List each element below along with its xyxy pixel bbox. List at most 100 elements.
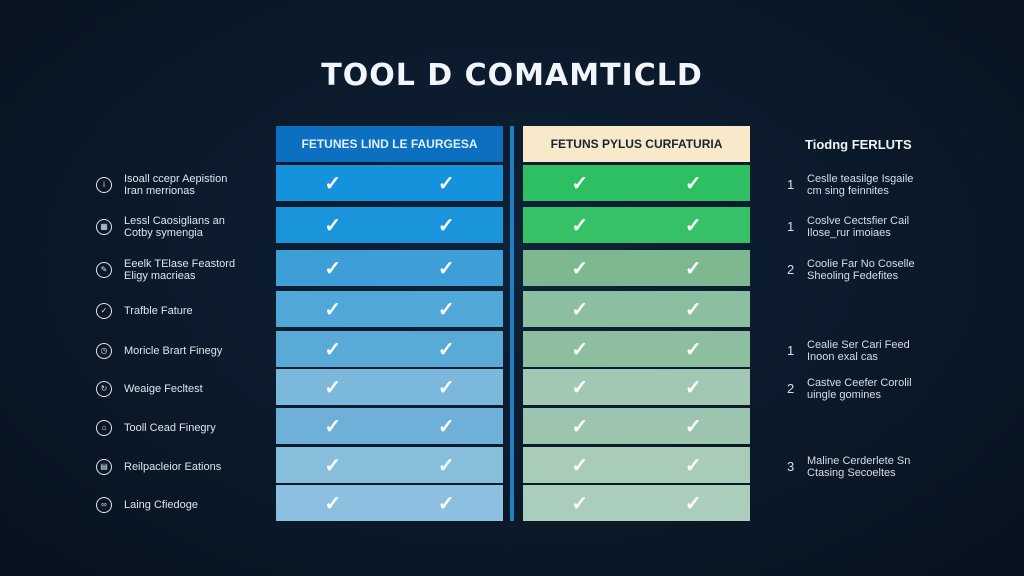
calendar-icon: ▦ xyxy=(96,219,112,235)
table-row: ✓ ✓ xyxy=(276,369,503,405)
link-icon: ∞ xyxy=(96,497,112,513)
note-item: 1 Coslve Cectsfier Cail Ilose_rur imoiaes xyxy=(787,209,957,245)
check-icon: ✓ xyxy=(437,214,455,237)
table-row: ✓ ✓ xyxy=(523,250,750,286)
clock-icon: ◷ xyxy=(96,343,112,359)
grid-icon: ▤ xyxy=(96,459,112,475)
feature-line1: Lessl Caosiglians an xyxy=(124,215,225,227)
check-icon: ✓ xyxy=(571,338,589,361)
note-item: 1 Ceslle teasilge Isgaile cm sing feinnite… xyxy=(787,167,957,203)
left-table-header: FETUNES LIND LE FAURGESA xyxy=(276,126,503,162)
table-row: ✓ ✓ xyxy=(523,408,750,444)
lock-icon: ⌂ xyxy=(96,420,112,436)
check-icon: ✓ xyxy=(684,338,702,361)
note-number: 2 xyxy=(787,381,795,396)
feature-label: ∞ Laing Cfiedoge xyxy=(96,487,271,523)
note-number: 1 xyxy=(787,219,795,234)
check-circle-icon: ✓ xyxy=(96,303,112,319)
note-line2: Inoon exal cas xyxy=(807,351,878,363)
feature-line2: Cotby symengia xyxy=(124,227,203,239)
check-icon: ✓ xyxy=(324,454,342,477)
note-item: 1 Cealie Ser Cari Feed Inoon exal cas xyxy=(787,333,957,369)
check-icon: ✓ xyxy=(571,298,589,321)
feature-label: ▤ Reilpacleior Eations xyxy=(96,449,271,485)
check-icon: ✓ xyxy=(324,214,342,237)
table-row: ✓ ✓ xyxy=(276,291,503,327)
check-icon: ✓ xyxy=(437,172,455,195)
info-icon: i xyxy=(96,177,112,193)
feature-line1: Moricle Brart Finegy xyxy=(124,345,223,357)
check-icon: ✓ xyxy=(684,415,702,438)
feature-label: ↻ Weaige Fecltest xyxy=(96,371,271,407)
note-line1: Ceslle teasilge Isgaile xyxy=(807,173,914,185)
feature-line1: Tooll Cead Finegry xyxy=(124,422,216,434)
feature-label: i Isoall ccepr Aepistion Iran merrionas xyxy=(96,167,271,203)
right-comparison-table: FETUNS PYLUS CURFATURIA ✓ ✓ ✓ ✓ ✓ ✓ ✓ ✓ ✓ ✓ ✓ ✓ ✓ ✓ ✓ ✓… xyxy=(523,126,750,521)
check-icon: ✓ xyxy=(324,172,342,195)
check-icon: ✓ xyxy=(437,454,455,477)
note-item: 2 Castve Ceefer Corolil uingle gomines xyxy=(787,371,957,407)
check-icon: ✓ xyxy=(684,172,702,195)
check-icon: ✓ xyxy=(324,492,342,515)
note-line2: uingle gomines xyxy=(807,389,881,401)
feature-label: ✎ Eeelk TElase Feastord Eligy macrieas xyxy=(96,252,271,288)
note-line2: Sheoling Fedefites xyxy=(807,270,899,282)
note-line1: Coolie Far No Coselle xyxy=(807,258,915,270)
feature-label: ✓ Trafble Fature xyxy=(96,293,271,329)
check-icon: ✓ xyxy=(684,492,702,515)
note-number: 1 xyxy=(787,177,795,192)
note-line1: Cealie Ser Cari Feed xyxy=(807,339,910,351)
check-icon: ✓ xyxy=(571,172,589,195)
feature-line1: Reilpacleior Eations xyxy=(124,461,222,473)
feature-line1: Eeelk TElase Feastord xyxy=(124,258,236,270)
check-icon: ✓ xyxy=(571,376,589,399)
feature-label: ⌂ Tooll Cead Finegry xyxy=(96,410,271,446)
table-row: ✓ ✓ xyxy=(276,408,503,444)
check-icon: ✓ xyxy=(324,415,342,438)
feature-line1: Laing Cfiedoge xyxy=(124,499,199,511)
check-icon: ✓ xyxy=(324,338,342,361)
check-icon: ✓ xyxy=(437,298,455,321)
table-row: ✓ ✓ xyxy=(276,250,503,286)
right-table-header: FETUNS PYLUS CURFATURIA xyxy=(523,126,750,162)
note-line2: Ctasing Secoeltes xyxy=(807,467,896,479)
table-row: ✓ ✓ xyxy=(523,165,750,201)
check-icon: ✓ xyxy=(571,415,589,438)
table-row: ✓ ✓ xyxy=(523,369,750,405)
check-icon: ✓ xyxy=(437,492,455,515)
check-icon: ✓ xyxy=(437,257,455,280)
note-line2: cm sing feinnites xyxy=(807,185,889,197)
check-icon: ✓ xyxy=(684,454,702,477)
check-icon: ✓ xyxy=(684,376,702,399)
check-icon: ✓ xyxy=(571,257,589,280)
note-line1: Maline Cerderlete Sn xyxy=(807,455,911,467)
table-row: ✓ ✓ xyxy=(276,331,503,367)
note-item: 3 Maline Cerderlete Sn Ctasing Secoeltes xyxy=(787,449,957,485)
note-line1: Castve Ceefer Corolil xyxy=(807,377,912,389)
check-icon: ✓ xyxy=(437,376,455,399)
feature-line2: Eligy macrieas xyxy=(124,270,196,282)
table-row: ✓ ✓ xyxy=(523,207,750,243)
feature-line1: Isoall ccepr Aepistion xyxy=(124,173,228,185)
table-row: ✓ ✓ xyxy=(276,485,503,521)
note-line2: Ilose_rur imoiaes xyxy=(807,227,891,239)
check-icon: ✓ xyxy=(684,257,702,280)
note-line1: Coslve Cectsfier Cail xyxy=(807,215,910,227)
note-item: 2 Coolie Far No Coselle Sheoling Fedefites xyxy=(787,252,957,288)
check-icon: ✓ xyxy=(324,376,342,399)
refresh-icon: ↻ xyxy=(96,381,112,397)
check-icon: ✓ xyxy=(571,454,589,477)
feature-line2: Iran merrionas xyxy=(124,185,195,197)
table-row: ✓ ✓ xyxy=(523,331,750,367)
check-icon: ✓ xyxy=(437,338,455,361)
check-icon: ✓ xyxy=(684,214,702,237)
feature-label: ◷ Moricle Brart Finegy xyxy=(96,333,271,369)
table-row: ✓ ✓ xyxy=(523,485,750,521)
check-icon: ✓ xyxy=(324,257,342,280)
divider xyxy=(510,126,514,521)
table-row: ✓ ✓ xyxy=(276,207,503,243)
note-number: 2 xyxy=(787,262,795,277)
check-icon: ✓ xyxy=(324,298,342,321)
feature-label: ▦ Lessl Caosiglians an Cotby symengia xyxy=(96,209,271,245)
check-icon: ✓ xyxy=(437,415,455,438)
